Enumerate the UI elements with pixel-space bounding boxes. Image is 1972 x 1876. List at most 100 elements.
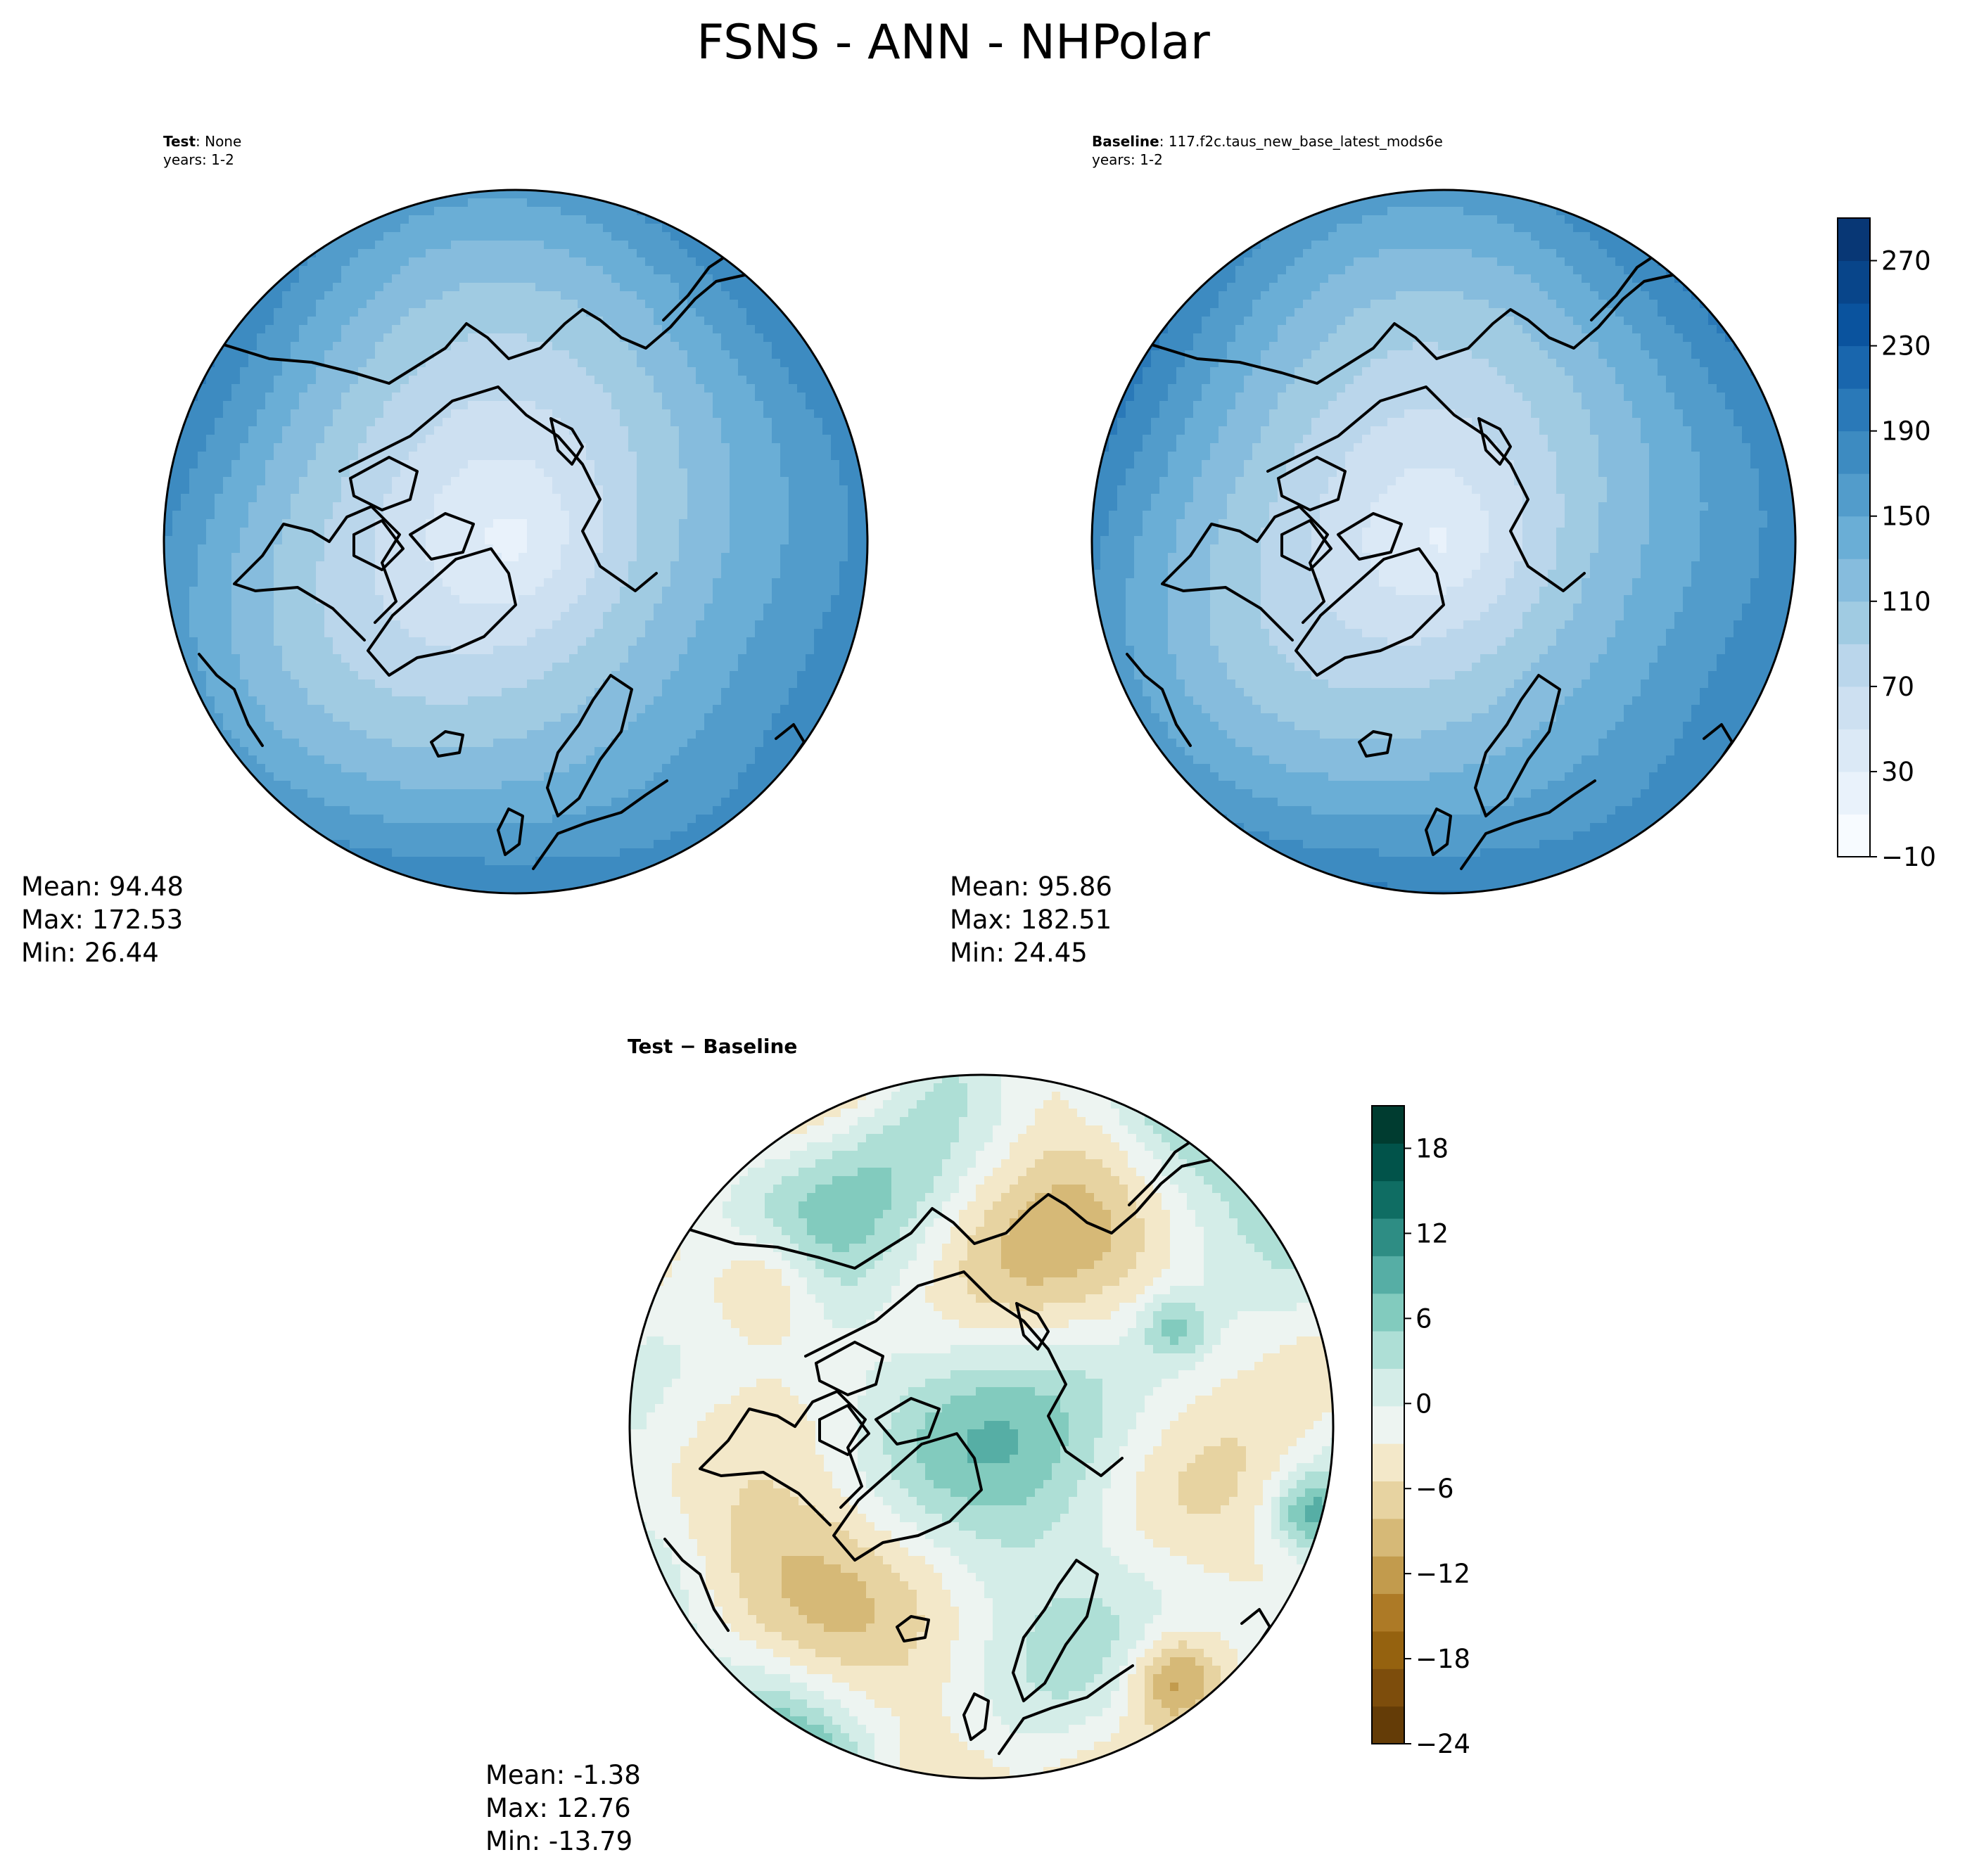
colorbar-tick-label: 0: [1416, 1389, 1432, 1419]
colorbar-tick-label: 70: [1881, 672, 1914, 702]
coastline-arch3: [818, 1404, 870, 1456]
baseline-max: Max: 182.51: [950, 905, 1112, 935]
coastline-scand: [1474, 674, 1561, 817]
colorbar-tick-label: 150: [1881, 502, 1931, 532]
coastlines: [1126, 252, 1734, 870]
baseline-panel-years: years: 1-2: [1092, 151, 1163, 168]
baseline-mean: Mean: 95.86: [950, 872, 1112, 902]
colorbar-segment: [1838, 218, 1870, 262]
colorbar-segment: [1838, 430, 1870, 474]
colorbar-segment: [1838, 388, 1870, 432]
coastline-arch1: [815, 1341, 884, 1396]
coastline-arch1: [349, 456, 419, 511]
coastline-iceland: [896, 1615, 930, 1642]
colorbar-tick-label: 18: [1416, 1133, 1449, 1163]
map-field: [1092, 190, 1795, 893]
colorbar-tick-label: 230: [1881, 331, 1931, 362]
test-min: Min: 26.44: [21, 938, 159, 968]
coastline-greenland: [367, 547, 517, 677]
coastline-nam: [338, 385, 658, 592]
colorbar-segment: [1372, 1443, 1404, 1482]
map-boundary: [1090, 189, 1797, 895]
coastline-novaya: [549, 417, 584, 466]
colorbar-segment: [1372, 1556, 1404, 1595]
coastline-arch2: [874, 1397, 941, 1446]
coastline-iceland: [430, 730, 464, 758]
colorbar-segment: [1838, 260, 1870, 304]
colorbar-segment: [1838, 303, 1870, 347]
colorbar-segment: [1372, 1180, 1404, 1219]
colorbar-tick-label: 270: [1881, 246, 1931, 276]
colorbar-tick-label: 110: [1881, 587, 1931, 617]
colorbar-tick-label: −24: [1416, 1729, 1470, 1759]
coastline-scand: [546, 674, 633, 817]
test-max: Max: 172.53: [21, 905, 183, 935]
colorbar-segment: [1838, 644, 1870, 687]
colorbar-segment: [1838, 771, 1870, 815]
coastline-novaya: [1015, 1302, 1050, 1351]
colorbar-segment: [1838, 729, 1870, 772]
coastline-alaska: [198, 653, 264, 747]
coastline-europe: [1460, 779, 1596, 870]
colorbar-tick-label: −10: [1881, 842, 1936, 872]
test-panel-label: Test: None: [163, 133, 241, 150]
colorbar-segment: [1372, 1668, 1404, 1707]
coastline-europe: [532, 779, 668, 870]
coastline-nam: [804, 1270, 1124, 1477]
map-boundary: [163, 189, 869, 895]
coastline-uk: [1425, 808, 1452, 856]
colorbar-segment: [1372, 1293, 1404, 1332]
coastline-nam: [1266, 385, 1586, 592]
coastline-hudson: [1161, 505, 1329, 642]
coastline-europe: [998, 1664, 1134, 1755]
coastline-hudson: [699, 1390, 867, 1526]
colorbar-segment: [1838, 345, 1870, 389]
coastline-novaya: [1477, 417, 1512, 466]
colorbar-tick-label: 6: [1416, 1303, 1432, 1334]
diff-mean: Mean: -1.38: [485, 1760, 641, 1790]
map-field: [630, 1075, 1333, 1778]
colorbar-segment: [1372, 1143, 1404, 1182]
colorbar-tick-label: 30: [1881, 757, 1914, 787]
map-boundary: [628, 1073, 1335, 1780]
colorbar-segment: [1838, 516, 1870, 559]
diff-map: [628, 1073, 1335, 1780]
colorbar-segment: [1838, 686, 1870, 729]
figure-title: FSNS - ANN - NHPolar: [696, 15, 1210, 70]
colorbar-segment: [1372, 1368, 1404, 1407]
coastline-alaska: [663, 1538, 730, 1632]
test-map: [163, 189, 869, 895]
coastline-alaska: [1126, 653, 1192, 747]
baseline-panel-label: Baseline: 117.f2c.taus_new_base_latest_m…: [1092, 133, 1443, 150]
colorbar-segment: [1838, 814, 1870, 857]
colorbar-tick-label: −18: [1416, 1644, 1470, 1674]
colorbar-segment: [1372, 1331, 1404, 1369]
diff-min: Min: -13.79: [485, 1826, 632, 1856]
baseline-min: Min: 24.45: [950, 938, 1088, 968]
colorbar-segment: [1372, 1481, 1404, 1519]
colorbar-tick-label: 12: [1416, 1218, 1449, 1249]
coastline-arch2: [1337, 512, 1403, 561]
colorbar-segment: [1372, 1631, 1404, 1669]
colorbar-tick-label: 190: [1881, 416, 1931, 447]
colorbar-segment: [1372, 1405, 1404, 1444]
coastline-greenland: [832, 1432, 983, 1562]
coastline-arch1: [1277, 456, 1347, 511]
coastline-iceland: [1358, 730, 1392, 758]
colorbar-frame: [1837, 217, 1871, 857]
colorbar-tick-label: −12: [1416, 1559, 1470, 1589]
colorbar-segment: [1372, 1256, 1404, 1294]
coastline-hudson: [233, 505, 401, 642]
colorbar-segment: [1372, 1106, 1404, 1144]
colorbar-segment: [1838, 473, 1870, 517]
map-field: [164, 190, 867, 893]
coastline-scand: [1012, 1559, 1099, 1702]
test-mean: Mean: 94.48: [21, 872, 184, 902]
coastline-arch2: [409, 512, 475, 561]
colorbar-segment: [1838, 601, 1870, 644]
coastline-eurasia: [688, 1158, 1233, 1270]
colorbar-segment: [1838, 559, 1870, 602]
coastline-eurasia: [1150, 273, 1695, 385]
coastline-eurasia: [222, 273, 767, 385]
